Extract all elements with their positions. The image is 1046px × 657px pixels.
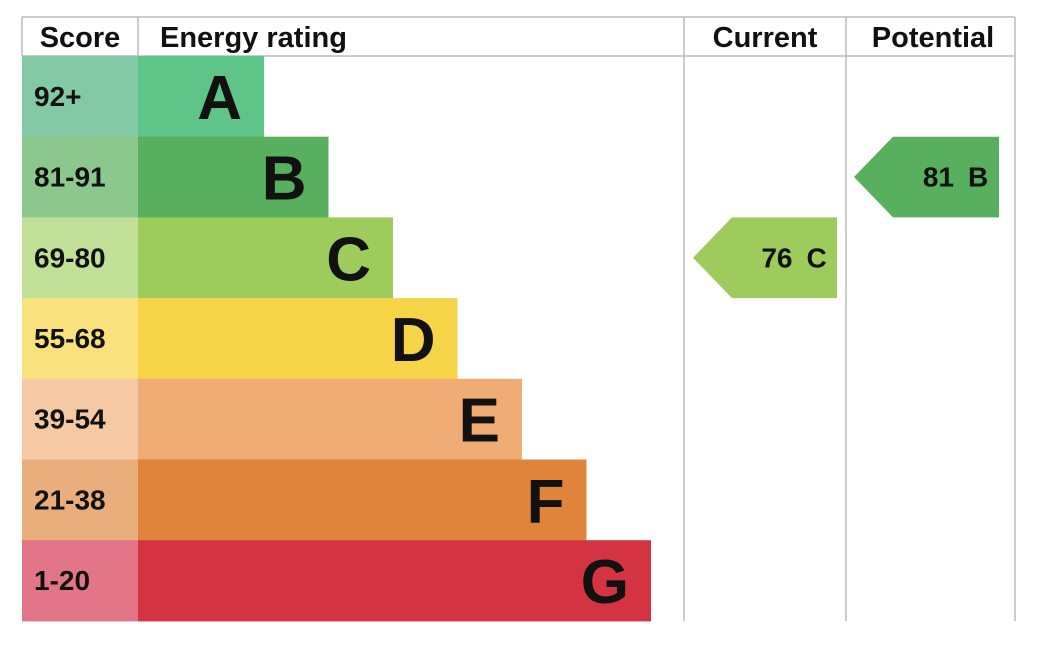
rating-bar bbox=[138, 217, 393, 299]
potential-letter: B bbox=[968, 162, 988, 193]
score-range: 92+ bbox=[34, 81, 82, 112]
header-score: Score bbox=[40, 22, 121, 54]
rating-bar bbox=[138, 378, 522, 460]
header-potential: Potential bbox=[872, 22, 994, 54]
score-range: 69-80 bbox=[34, 242, 106, 273]
score-cell bbox=[22, 56, 138, 138]
current-arrow bbox=[693, 217, 837, 299]
score-range: 55-68 bbox=[34, 323, 106, 354]
potential-score: 81 bbox=[923, 162, 954, 193]
rating-bar bbox=[138, 459, 587, 541]
score-cell bbox=[22, 217, 138, 299]
score-range: 39-54 bbox=[34, 404, 106, 435]
rating-letter: E bbox=[459, 387, 500, 456]
score-cell bbox=[22, 378, 138, 460]
rating-letter: D bbox=[391, 306, 436, 375]
rating-letter: C bbox=[326, 225, 371, 294]
score-range: 1-20 bbox=[34, 565, 90, 596]
score-cell bbox=[22, 136, 138, 218]
potential-arrow bbox=[854, 136, 999, 218]
score-range: 81-91 bbox=[34, 162, 106, 193]
rating-letter: A bbox=[197, 64, 242, 133]
rating-letter: F bbox=[527, 467, 565, 536]
rating-bar bbox=[138, 56, 264, 138]
rating-bar bbox=[138, 136, 329, 218]
rating-bar bbox=[138, 540, 651, 622]
rating-letter: B bbox=[262, 145, 307, 214]
header-current: Current bbox=[713, 22, 818, 54]
score-cell bbox=[22, 298, 138, 380]
current-score: 76 bbox=[761, 242, 792, 273]
score-cell bbox=[22, 540, 138, 622]
header-rating: Energy rating bbox=[160, 22, 347, 54]
score-range: 21-38 bbox=[34, 484, 106, 515]
rating-bar bbox=[138, 298, 458, 380]
score-cell bbox=[22, 459, 138, 541]
rating-letter: G bbox=[581, 548, 629, 617]
current-letter: C bbox=[807, 242, 827, 273]
